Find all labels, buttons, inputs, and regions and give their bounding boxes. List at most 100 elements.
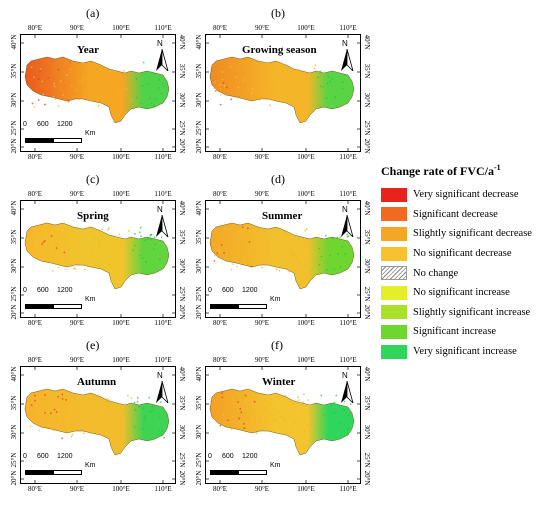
texture-dot [317, 76, 319, 79]
texture-dot [257, 253, 260, 256]
lat-tick-label: 20°N [10, 138, 18, 154]
lon-tick-label: 80°E [27, 190, 43, 198]
texture-dot [151, 404, 154, 407]
texture-dot [59, 240, 61, 243]
texture-dot [154, 243, 156, 246]
texture-dot [70, 420, 73, 423]
legend-label: No significant increase [413, 287, 510, 299]
texture-dot [107, 228, 109, 231]
texture-dot [223, 251, 225, 254]
texture-dot [30, 66, 33, 69]
texture-dot [261, 97, 264, 100]
lat-tick-label: 30°N [10, 92, 18, 108]
texture-dot [300, 71, 302, 74]
texture-dot [284, 413, 287, 416]
texture-dot [293, 253, 296, 256]
texture-dot [302, 401, 305, 403]
lat-tick-label: 35°N [363, 229, 371, 245]
texture-dot [327, 75, 330, 78]
lon-tick-label: 110°E [154, 485, 172, 493]
texture-dot [118, 94, 120, 96]
texture-dot [163, 436, 165, 439]
texture-dot [107, 227, 110, 229]
scale-bar [25, 131, 83, 149]
texture-dot [306, 424, 309, 427]
texture-dot [253, 400, 256, 403]
texture-dot [58, 421, 61, 424]
lat-tick-label: 30°N [363, 92, 371, 108]
texture-dot [303, 87, 306, 89]
legend-label: Very significant decrease [413, 189, 519, 201]
texture-dot [318, 247, 320, 250]
lon-tick-label: 90°E [69, 356, 85, 364]
scale-value: 0 [23, 453, 27, 460]
lon-tick-label: 90°E [254, 153, 270, 161]
texture-dot [313, 67, 316, 70]
scale-value: 600 [37, 121, 49, 128]
texture-dot [55, 259, 58, 262]
texture-dot [219, 83, 221, 86]
texture-dot [342, 407, 345, 410]
lon-tick-label: 100°E [112, 319, 130, 327]
texture-dot [239, 407, 242, 410]
texture-dot [274, 406, 276, 409]
texture-dot [70, 68, 73, 71]
texture-dot [257, 251, 260, 254]
texture-dot [221, 71, 224, 73]
texture-dot [259, 407, 262, 409]
legend-label: Very significant increase [413, 346, 517, 358]
texture-dot [238, 417, 241, 420]
lat-tick-label: 30°N [195, 258, 203, 274]
lon-tick-label: 100°E [112, 24, 130, 32]
texture-dot [127, 229, 130, 232]
map-panel: Year N 0 600 1200 Km [20, 34, 176, 152]
scale-value: 600 [222, 453, 234, 460]
texture-dot [237, 86, 240, 89]
texture-dot [135, 96, 138, 99]
texture-dot [95, 409, 98, 412]
legend-item: Slightly significant decrease [381, 224, 546, 244]
texture-dot [219, 94, 222, 96]
legend-label: No significant decrease [413, 248, 512, 260]
lat-tick-label: 40°N [10, 200, 18, 216]
panel-letter: (c) [86, 172, 100, 186]
texture-dot [33, 76, 35, 79]
texture-dot [57, 266, 60, 269]
texture-dot [312, 418, 315, 421]
texture-dot [90, 411, 93, 414]
lat-tick-label: 40°N [178, 366, 186, 382]
texture-dot [331, 237, 334, 240]
texture-dot [157, 78, 160, 81]
texture-dot [98, 413, 101, 416]
map-panel: Spring N 0 600 1200 Km [20, 200, 176, 318]
map-canvas [21, 367, 175, 483]
texture-dot [282, 84, 285, 87]
legend-swatch [381, 207, 407, 222]
texture-dot [306, 75, 308, 77]
texture-dot [117, 262, 120, 265]
texture-dot [291, 423, 294, 426]
legend-item: No change [381, 263, 546, 283]
lat-tick-label: 20°N [195, 304, 203, 320]
texture-dot [297, 399, 300, 402]
texture-dot [82, 259, 85, 262]
texture-dot [131, 435, 133, 438]
texture-dot [153, 104, 155, 106]
scale-value: 1200 [57, 121, 73, 128]
texture-dot [130, 397, 133, 399]
texture-dot [134, 408, 137, 411]
texture-dot [290, 254, 293, 256]
lat-tick-label: 40°N [178, 34, 186, 50]
fvc-region [209, 56, 355, 124]
texture-dot [303, 430, 306, 433]
lon-tick-label: 100°E [297, 356, 315, 364]
lat-tick-label: 20°N [195, 470, 203, 486]
texture-dot [143, 416, 146, 419]
texture-dot [250, 92, 253, 95]
texture-dot [269, 257, 272, 260]
north-label: N [342, 205, 348, 214]
texture-dot [87, 76, 89, 79]
texture-dot [294, 72, 297, 74]
texture-dot [251, 417, 254, 420]
north-label: N [157, 205, 163, 214]
